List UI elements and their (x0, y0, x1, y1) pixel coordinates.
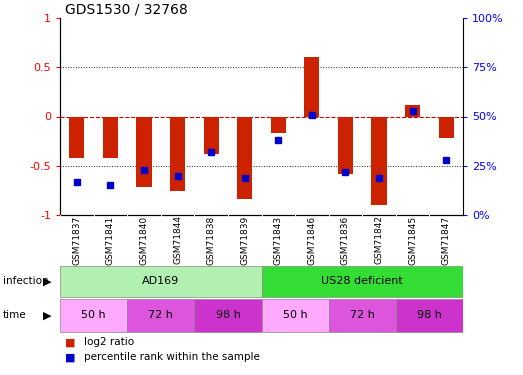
Text: GSM71840: GSM71840 (140, 215, 149, 265)
Text: 50 h: 50 h (283, 310, 308, 321)
Text: ■: ■ (65, 338, 76, 347)
Text: AD169: AD169 (142, 276, 179, 286)
Text: GSM71837: GSM71837 (72, 215, 82, 265)
Bar (60, 299, 127, 332)
Bar (60, 266, 262, 297)
Bar (338, 117, 353, 174)
Text: GSM71841: GSM71841 (106, 215, 115, 265)
Bar (195, 299, 262, 332)
Text: GSM71839: GSM71839 (240, 215, 249, 265)
Text: infection: infection (3, 276, 48, 286)
Text: GSM71843: GSM71843 (274, 215, 283, 265)
Bar (137, 117, 152, 188)
Bar (405, 105, 420, 117)
Bar (203, 117, 219, 154)
Bar (262, 266, 463, 297)
Text: time: time (3, 310, 26, 321)
Text: 72 h: 72 h (149, 310, 173, 321)
Text: log2 ratio: log2 ratio (84, 338, 134, 347)
Text: GSM71838: GSM71838 (207, 215, 215, 265)
Bar (170, 117, 185, 191)
Bar (262, 299, 328, 332)
Text: GSM71836: GSM71836 (341, 215, 350, 265)
Text: ■: ■ (65, 352, 76, 362)
Text: US28 deficient: US28 deficient (321, 276, 403, 286)
Bar (237, 117, 252, 199)
Text: GSM71845: GSM71845 (408, 215, 417, 265)
Bar (127, 299, 195, 332)
Text: GDS1530 / 32768: GDS1530 / 32768 (65, 2, 188, 16)
Text: ▶: ▶ (43, 276, 52, 286)
Text: GSM71846: GSM71846 (308, 215, 316, 265)
Text: 72 h: 72 h (350, 310, 374, 321)
Bar (70, 117, 85, 158)
Text: GSM71844: GSM71844 (173, 216, 182, 264)
Bar (396, 299, 463, 332)
Text: ▶: ▶ (43, 310, 52, 321)
Text: percentile rank within the sample: percentile rank within the sample (84, 352, 259, 362)
Bar (103, 117, 118, 158)
Text: 98 h: 98 h (215, 310, 241, 321)
Bar (328, 299, 396, 332)
Bar (271, 117, 286, 133)
Text: 98 h: 98 h (417, 310, 442, 321)
Text: 50 h: 50 h (82, 310, 106, 321)
Bar (304, 57, 320, 117)
Bar (438, 117, 453, 138)
Bar (371, 117, 386, 205)
Text: GSM71847: GSM71847 (441, 215, 451, 265)
Text: GSM71842: GSM71842 (374, 216, 383, 264)
